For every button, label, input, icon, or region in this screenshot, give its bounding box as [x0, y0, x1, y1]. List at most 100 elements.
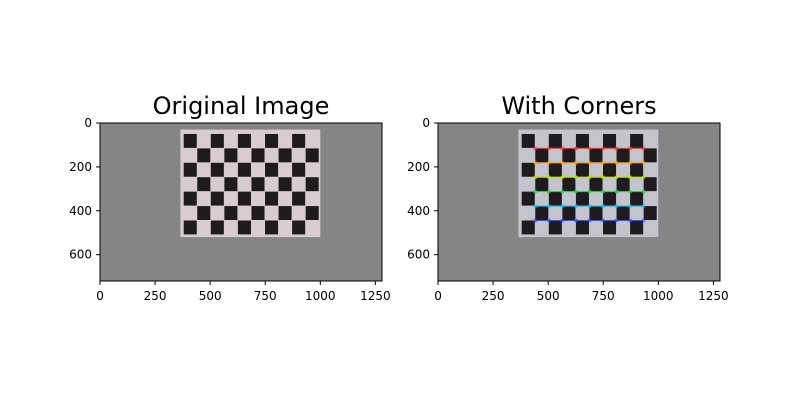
board-square [210, 191, 224, 206]
corner-point [533, 189, 537, 194]
corner-point [547, 189, 551, 194]
x-tick-label: 500 [537, 289, 560, 303]
x-tick-label: 0 [434, 289, 442, 303]
board-square [630, 133, 644, 148]
board-square [183, 191, 197, 206]
y-tick-label: 0 [84, 116, 92, 130]
corner-point [574, 204, 578, 208]
board-square [548, 191, 562, 206]
corner-point [601, 146, 605, 151]
corner-point [533, 218, 537, 223]
corner-point [547, 161, 551, 165]
board-square [237, 191, 251, 206]
corner-markers [533, 146, 646, 223]
board-square [197, 206, 211, 220]
board-square [643, 148, 657, 163]
y-axis: 0 200 400 600 [407, 116, 438, 262]
board-square [265, 162, 279, 177]
corner-point [587, 146, 592, 151]
corner-point [601, 161, 605, 165]
corner-point [614, 218, 619, 223]
corner-point [587, 189, 592, 194]
board-square [521, 220, 535, 235]
board-square [278, 177, 292, 192]
board-square [603, 220, 617, 235]
corner-point [547, 146, 551, 151]
corner-point [614, 175, 619, 179]
y-tick-label: 400 [69, 204, 92, 218]
corner-point [628, 204, 632, 208]
corner-point [574, 218, 578, 223]
board-square [616, 206, 630, 220]
corner-point [614, 146, 619, 151]
corner-point [614, 189, 619, 194]
x-tick-label: 750 [592, 289, 615, 303]
board-square [278, 148, 292, 163]
board-square [548, 162, 562, 177]
board-square [237, 162, 251, 177]
corner-point [533, 146, 537, 151]
board-square [224, 206, 238, 220]
corner-point [628, 146, 632, 151]
board-square [562, 177, 576, 192]
board-square [643, 177, 657, 192]
corner-point [601, 189, 605, 194]
board-square [237, 133, 251, 148]
board-square [521, 162, 535, 177]
x-tick-label: 1000 [643, 289, 674, 303]
board-square [630, 191, 644, 206]
corner-point [533, 161, 537, 165]
x-axis: 0 250 500 750 1000 1250 [434, 281, 729, 303]
corner-point [641, 146, 646, 151]
panel-title: With Corners [501, 92, 656, 120]
y-tick-label: 400 [407, 204, 430, 218]
board-square [589, 177, 603, 192]
board-square [630, 162, 644, 177]
y-axis: 0 200 400 600 [69, 116, 100, 262]
board-square [305, 148, 319, 163]
board-square [224, 177, 238, 192]
corner-point [547, 218, 551, 223]
corner-point [560, 204, 565, 208]
y-tick-label: 600 [69, 248, 92, 262]
board-square [575, 191, 589, 206]
corner-point [560, 175, 565, 179]
board-square [292, 133, 306, 148]
board-square [292, 220, 306, 235]
corner-point [560, 146, 565, 151]
corner-point [533, 175, 537, 179]
corner-point [614, 204, 619, 208]
corner-point [547, 175, 551, 179]
board-square [589, 206, 603, 220]
x-tick-label: 1000 [305, 289, 336, 303]
board-square [521, 133, 535, 148]
corner-point [601, 204, 605, 208]
x-tick-label: 250 [144, 289, 167, 303]
board-square [603, 133, 617, 148]
corner-point [574, 161, 578, 165]
board-square [292, 162, 306, 177]
corner-point [628, 189, 632, 194]
corner-point [641, 204, 646, 208]
board-square [305, 206, 319, 220]
axes-frame [437, 122, 721, 282]
board-square [183, 220, 197, 235]
board-square [183, 162, 197, 177]
corner-point [641, 218, 646, 223]
x-tick-label: 750 [254, 289, 277, 303]
board-square [237, 220, 251, 235]
panel-with-corners: With Corners 0 250 500 750 1000 1250 0 200 400 6… [407, 92, 729, 303]
board-square [292, 191, 306, 206]
board-square [265, 220, 279, 235]
y-tick-label: 200 [69, 160, 92, 174]
x-tick-label: 1250 [360, 289, 391, 303]
axes-frame [99, 122, 383, 282]
x-tick-label: 1250 [698, 289, 729, 303]
board-square [521, 191, 535, 206]
board-square [305, 177, 319, 192]
y-tick-label: 0 [422, 116, 430, 130]
corner-point [601, 218, 605, 223]
board-square [562, 148, 576, 163]
board-square [589, 148, 603, 163]
board-square [210, 162, 224, 177]
